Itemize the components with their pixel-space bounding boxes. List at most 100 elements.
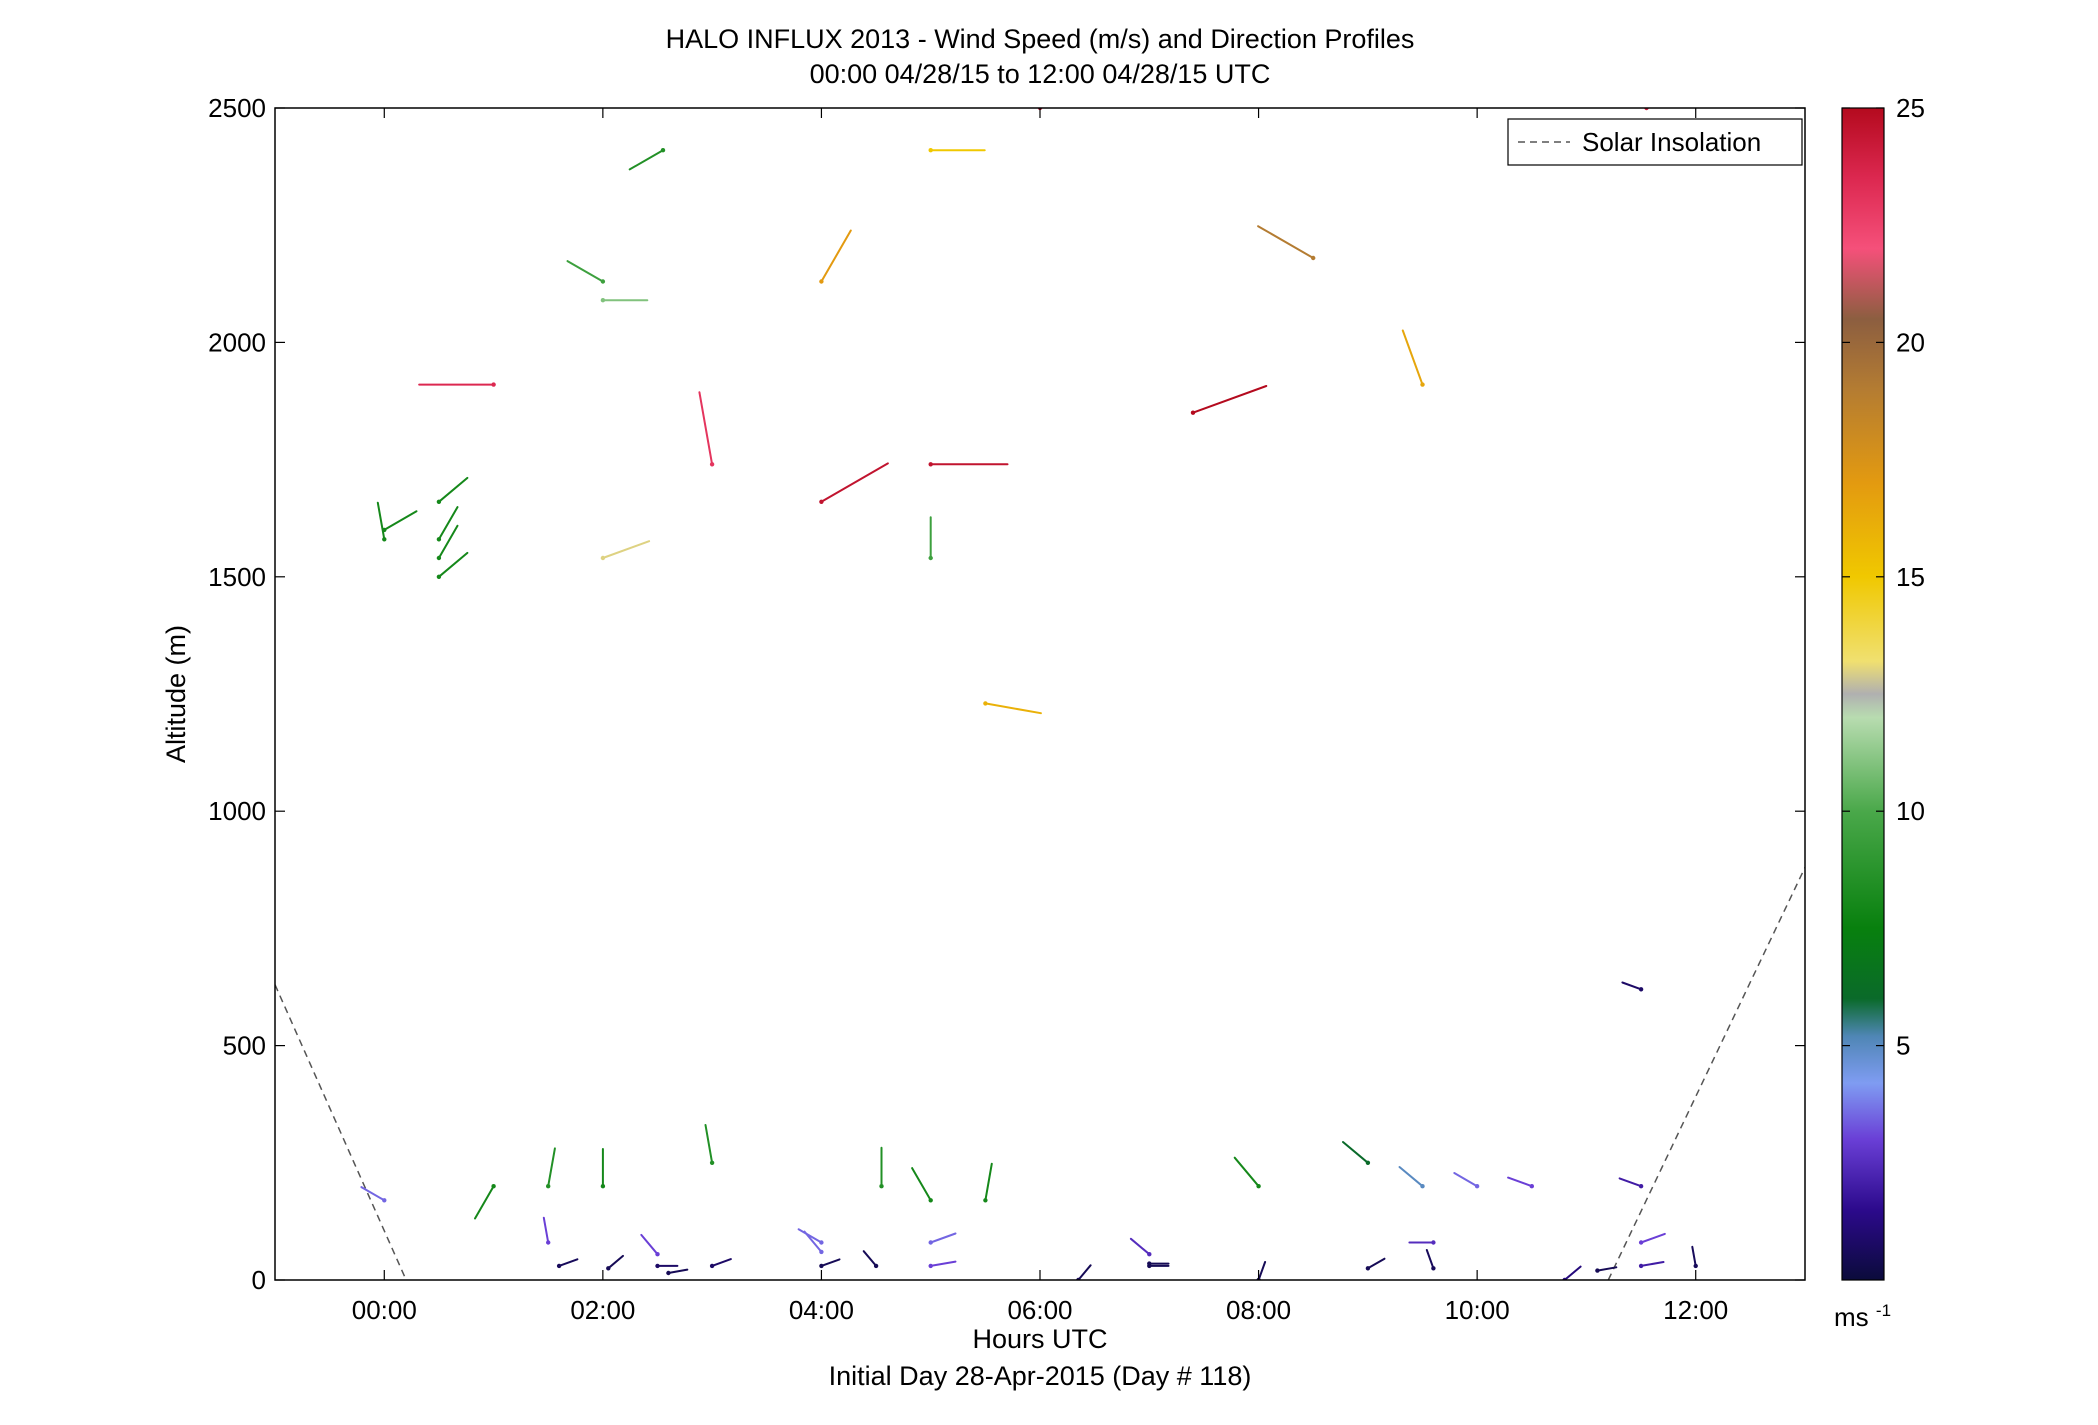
wind-barb-point: [606, 1266, 611, 1271]
colorbar-gradient: [1841, 107, 1885, 1281]
y-tick-label: 2000: [208, 327, 266, 357]
wind-barb-point: [1420, 1184, 1425, 1189]
wind-barb-line: [984, 702, 1042, 715]
colorbar-tick-label: 5: [1896, 1031, 1910, 1061]
wind-barb-line: [474, 1185, 495, 1220]
legend: Solar Insolation: [1507, 118, 1803, 166]
wind-barb-point: [819, 499, 824, 504]
y-tick-label: 2500: [208, 93, 266, 123]
wind-barb-point: [1638, 1184, 1644, 1189]
wind-barb-line: [601, 540, 651, 559]
wind-barb-point: [819, 279, 824, 284]
wind-barb-point: [1693, 1263, 1698, 1269]
wind-barb-point: [1595, 1268, 1600, 1273]
wind-barb-point: [600, 555, 606, 561]
wind-barb-line: [360, 1186, 386, 1202]
wind-barb-line: [558, 1258, 579, 1267]
solar-insolation-lines: [275, 867, 1805, 1280]
wind-barb-point: [1256, 1184, 1261, 1189]
wind-barb-line: [628, 149, 664, 171]
wind-barb-point: [928, 148, 933, 153]
wind-barb-line: [1233, 1156, 1260, 1188]
wind-barb-line: [820, 229, 852, 283]
wind-barb-point: [436, 555, 442, 561]
wind-barb-line: [1077, 1264, 1092, 1280]
wind-barb-line: [704, 1124, 714, 1164]
wind-barb-line: [797, 1228, 823, 1244]
wind-barb-line: [862, 1250, 878, 1267]
wind-barb-line: [1691, 1245, 1697, 1267]
wind-barb-line: [1621, 981, 1643, 991]
wind-barb-point: [709, 462, 715, 467]
solar-insolation-line: [275, 984, 407, 1280]
wind-barb-point: [1420, 382, 1425, 387]
colorbar: 5 10 15 20 25 ms -1: [1834, 93, 1925, 1332]
wind-barb-line: [1401, 329, 1424, 386]
wind-barb-line: [640, 1233, 659, 1256]
wind-barb-point: [879, 1184, 884, 1189]
wind-barb-line: [1342, 1141, 1369, 1164]
wind-barbs: [360, 108, 1698, 1280]
wind-barb-line: [929, 1260, 957, 1267]
wind-barb-line: [542, 1216, 550, 1244]
wind-barb-point: [491, 1184, 496, 1189]
y-tick-label: 1500: [208, 562, 266, 592]
y-tick-label: 0: [252, 1265, 266, 1295]
x-tick-label: 04:00: [789, 1295, 854, 1325]
wind-barb-point: [546, 1184, 551, 1189]
colorbar-tick-label: 10: [1896, 796, 1925, 826]
wind-barb-line: [667, 1268, 689, 1274]
wind-barb-line: [984, 1162, 993, 1202]
wind-barb-point: [436, 574, 442, 579]
wind-barb-point: [1638, 987, 1644, 992]
wind-barb-point: [819, 1263, 824, 1269]
wind-barb-line: [1257, 1261, 1267, 1280]
wind-barb-line: [1618, 1177, 1643, 1188]
wind-barb-line: [437, 506, 459, 541]
wind-barb-line: [1192, 385, 1268, 414]
colorbar-ticks: 5 10 15 20 25: [1842, 93, 1925, 1061]
wind-barb-line: [820, 1258, 841, 1267]
x-tick-label: 08:00: [1226, 1295, 1291, 1325]
wind-barb-point: [556, 1263, 562, 1269]
wind-barb-line: [1257, 225, 1315, 259]
wind-barb-line: [1640, 1232, 1666, 1244]
wind-barb-line: [437, 524, 459, 559]
colorbar-unit-base: ms: [1834, 1302, 1869, 1332]
wind-barb-line: [711, 1258, 732, 1267]
chart-title: HALO INFLUX 2013 - Wind Speed (m/s) and …: [666, 24, 1415, 54]
x-tick-label: 12:00: [1663, 1295, 1728, 1325]
wind-barb-point: [1365, 1160, 1371, 1166]
wind-barb-point: [1190, 410, 1196, 415]
wind-barb-point: [928, 462, 933, 467]
wind-barb-point: [873, 1263, 879, 1269]
x-tick-label: 06:00: [1007, 1295, 1072, 1325]
x-tick-label: 02:00: [570, 1295, 635, 1325]
wind-barb-point: [928, 1198, 933, 1203]
wind-barb-point: [600, 1184, 606, 1189]
y-axis-label: Altitude (m): [161, 625, 191, 763]
wind-barb-line: [1645, 108, 1648, 109]
wind-barb-point: [1431, 1266, 1436, 1271]
wind-barb-point: [660, 148, 666, 153]
wind-barb-line: [911, 1167, 932, 1202]
colorbar-tick-label: 20: [1896, 327, 1925, 357]
x-tick-label: 00:00: [352, 1295, 417, 1325]
wind-barb-line: [376, 501, 386, 541]
wind-barb-line: [1563, 1265, 1582, 1280]
y-tick-label: 1000: [208, 796, 266, 826]
colorbar-unit-label: ms -1: [1834, 1301, 1891, 1332]
wind-barb-line: [1453, 1172, 1479, 1188]
wind-barb-point: [436, 537, 442, 542]
wind-barb-point: [928, 1240, 933, 1245]
wind-barb-point: [600, 298, 606, 303]
wind-barb-line: [547, 1147, 556, 1188]
wind-barb-line: [803, 1230, 823, 1253]
plot-area-frame: [274, 107, 1806, 1281]
wind-barb-line: [1398, 1166, 1424, 1188]
wind-barb-point: [1147, 1263, 1152, 1269]
y-axis-ticks: 0 500 1000 1500 2000 2500: [208, 93, 1805, 1295]
wind-barb-point: [382, 537, 387, 542]
wind-barb-point: [983, 1198, 988, 1203]
wind-barb-point: [1638, 1263, 1644, 1269]
